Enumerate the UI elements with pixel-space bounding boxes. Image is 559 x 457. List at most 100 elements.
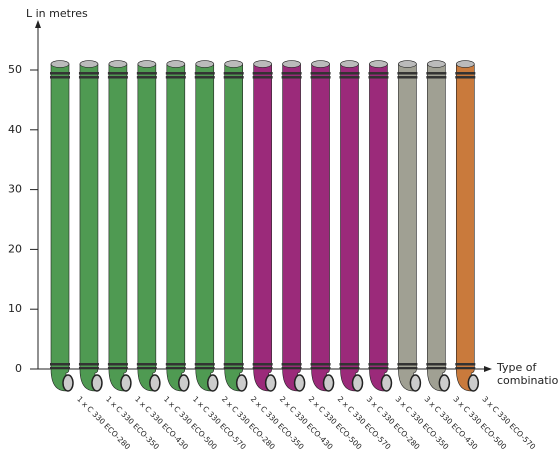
x-tick-label: 1 x C 330 ECO-500	[162, 394, 219, 451]
pipe-ring	[397, 72, 418, 75]
bar	[398, 63, 417, 370]
pipe-ring	[281, 72, 302, 75]
y-axis-arrow	[35, 20, 41, 28]
pipe-ring	[368, 72, 389, 75]
pipe-ring	[368, 76, 389, 79]
y-tick-label: 0	[15, 362, 22, 375]
y-tick-label: 30	[8, 183, 22, 196]
x-tick-label: 3 x C 330 ECO-280	[365, 394, 422, 451]
pipe-ring	[368, 367, 389, 370]
x-axis-label: combination	[497, 374, 559, 387]
pipe-cap	[282, 60, 301, 68]
bar	[137, 63, 157, 370]
pipe-ring	[50, 363, 70, 366]
bar	[253, 63, 272, 370]
x-tick-label: 1 x C 330 ECO-280	[75, 394, 132, 451]
bar	[166, 63, 186, 370]
pipe-ring	[339, 363, 360, 366]
pipe-ring	[194, 367, 215, 370]
x-tick-label: 2 x C 330 ECO-570	[336, 394, 393, 451]
pipe-ring	[107, 76, 128, 79]
pipe-ring	[426, 367, 447, 370]
pipe-ring	[107, 72, 128, 75]
pipe-ring	[136, 72, 157, 75]
pipe-ring	[78, 367, 99, 370]
pipe-ring	[223, 72, 244, 75]
pipe-ring	[252, 76, 273, 79]
pipe-opening	[62, 374, 74, 392]
pipe-cap	[398, 60, 417, 68]
x-tick-label: 2 x C 330 ECO-500	[307, 394, 364, 451]
y-axis-label: L in metres	[26, 7, 88, 20]
pipe-ring	[165, 367, 186, 370]
pipe-cap	[195, 60, 215, 68]
x-axis-arrow	[484, 366, 492, 372]
pipe-opening	[351, 374, 364, 392]
bar	[340, 63, 359, 370]
y-tick-label: 10	[8, 302, 22, 315]
bar	[369, 63, 388, 370]
x-tick-label: 1 x C 330 ECO-430	[133, 394, 190, 451]
pipe-opening	[380, 374, 393, 392]
pipe-ring	[397, 363, 418, 366]
bar	[79, 63, 99, 370]
pipe-ring	[310, 72, 331, 75]
pipe-opening	[467, 374, 480, 392]
pipe-cap	[108, 60, 128, 68]
bar	[455, 63, 475, 370]
pipe-ring	[78, 72, 99, 75]
pipe-ring	[194, 76, 215, 79]
pipe-cap	[427, 60, 446, 68]
x-tick-label: 3 x C 330 ECO-350	[394, 394, 451, 451]
pipe-opening	[235, 374, 248, 392]
pipe-ring	[339, 76, 360, 79]
pipe-cap	[79, 60, 99, 68]
pipe-ring	[455, 367, 476, 370]
pipe-opening	[438, 374, 451, 392]
x-tick-label: 1 x C 330 ECO-350	[104, 394, 161, 451]
bar	[195, 63, 215, 370]
pipe-cap	[50, 60, 70, 68]
pipe-ring	[165, 76, 186, 79]
pipe-cap	[455, 60, 475, 68]
x-tick-label: 2 x C 330 ECO-350	[249, 394, 306, 451]
y-tick-label: 40	[8, 123, 22, 136]
pipe-ring	[136, 367, 157, 370]
pipe-ring	[281, 363, 302, 366]
pipe-ring	[223, 367, 244, 370]
pipe-ring	[78, 76, 99, 79]
pipe-cap	[311, 60, 330, 68]
pipe-ring	[252, 72, 273, 75]
pipe-ring	[397, 76, 418, 79]
pipe-opening	[264, 374, 277, 392]
x-axis-label: Type of	[496, 361, 537, 374]
pipe-ring	[107, 367, 128, 370]
pipe-ring	[310, 367, 331, 370]
pipe-ring	[426, 363, 447, 366]
pipe-ring	[50, 367, 70, 370]
pipe-opening	[91, 374, 103, 392]
pipe-cap	[340, 60, 359, 68]
pipe-cap	[369, 60, 388, 68]
pipe-ring	[252, 363, 273, 366]
pipe-cap	[224, 60, 243, 68]
pipe-cap	[137, 60, 157, 68]
bar	[282, 63, 301, 370]
x-tick-label: 3 x C 330 ECO-430	[423, 394, 480, 451]
pipe-cap	[253, 60, 272, 68]
x-tick-label: 2 x C 330 ECO-280	[220, 394, 277, 451]
pipe-ring	[136, 363, 157, 366]
pipe-ring	[194, 363, 215, 366]
pipe-opening	[149, 374, 161, 392]
pipe-cap	[166, 60, 186, 68]
pipe-opening	[207, 374, 219, 392]
pipe-ring	[252, 367, 273, 370]
pipe-ring	[455, 76, 476, 79]
pipe-ring	[455, 72, 476, 75]
pipe-opening	[178, 374, 190, 392]
pipe-opening	[293, 374, 306, 392]
bar	[224, 63, 243, 370]
pipe-ring	[223, 363, 244, 366]
bar	[108, 63, 128, 370]
